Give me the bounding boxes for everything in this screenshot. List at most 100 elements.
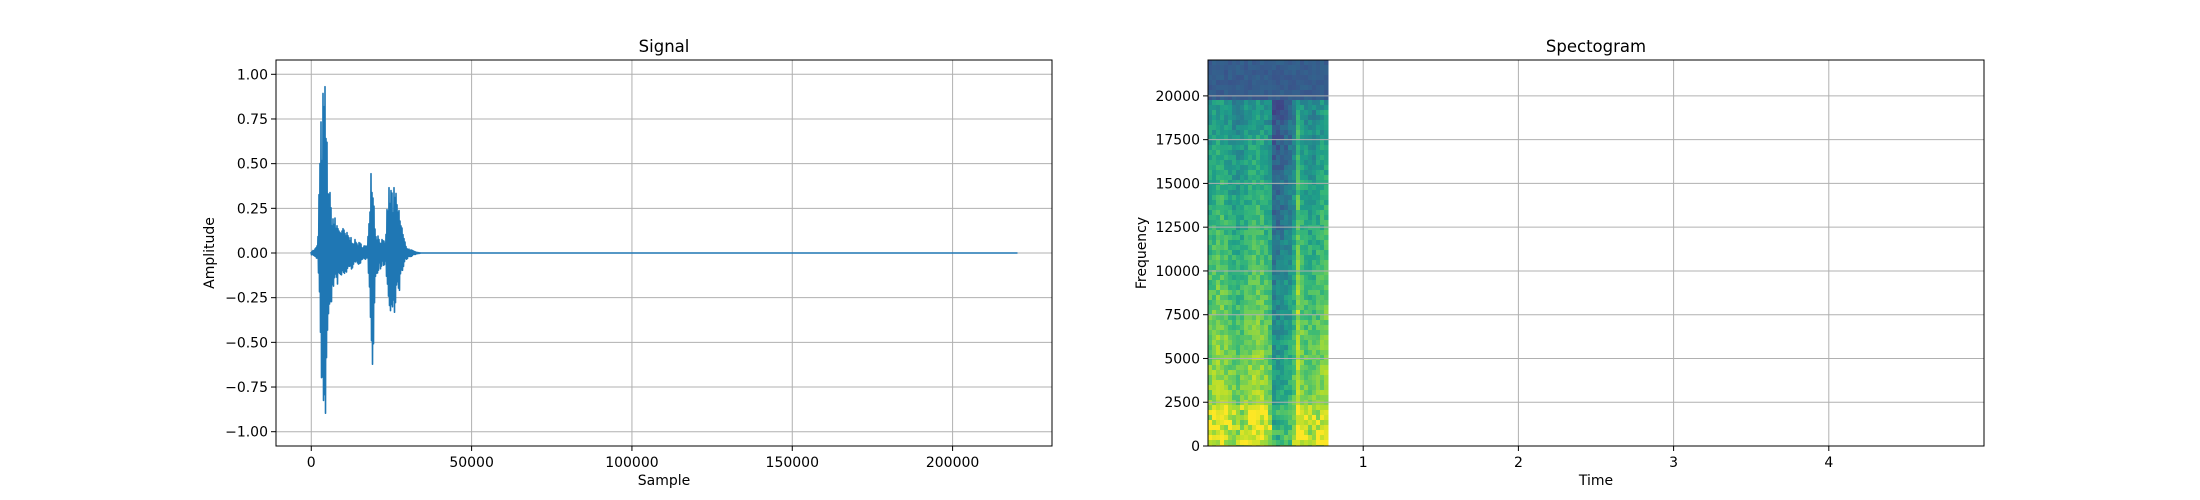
spectrogram-cell — [1212, 265, 1217, 271]
spectrogram-cell — [1252, 275, 1257, 281]
spectrogram-cell — [1304, 360, 1309, 366]
spectrogram-cell — [1280, 300, 1285, 306]
spectrogram-cell — [1240, 210, 1245, 216]
spectrogram-cell — [1256, 110, 1261, 116]
spectrogram-cell — [1300, 355, 1305, 361]
spectrogram-cell — [1280, 220, 1285, 226]
spectrogram-cell — [1256, 195, 1261, 201]
spectrogram-cell — [1256, 115, 1261, 121]
spectrogram-cell — [1232, 150, 1237, 156]
spectrogram-cell — [1304, 295, 1309, 301]
spectrogram-cell — [1224, 410, 1229, 416]
spectrogram-cell — [1228, 125, 1233, 131]
spectrogram-cell — [1304, 115, 1309, 121]
spectrogram-cell — [1320, 425, 1325, 431]
spectrogram-cell — [1296, 305, 1301, 311]
spectrogram-cell — [1240, 70, 1245, 76]
spectrogram-cell — [1264, 140, 1269, 146]
spectrogram-cell — [1268, 170, 1273, 176]
spectrogram-cell — [1272, 335, 1277, 341]
spectrogram-cell — [1304, 80, 1309, 86]
spectrogram-cell — [1296, 100, 1301, 106]
spectrogram-cell — [1276, 110, 1281, 116]
spectrogram-cell — [1316, 90, 1321, 96]
spectrogram-cell — [1312, 420, 1317, 426]
spectrogram-cell — [1320, 285, 1325, 291]
spectrogram-cell — [1280, 325, 1285, 331]
spectrogram-cell — [1296, 205, 1301, 211]
spectrogram-cell — [1236, 375, 1241, 381]
spectrogram-cell — [1256, 180, 1261, 186]
spectrogram-cell — [1296, 295, 1301, 301]
spectrogram-cell — [1284, 100, 1289, 106]
spectrogram-cell — [1304, 70, 1309, 76]
spectrogram-cell — [1212, 85, 1217, 91]
spectrogram-cell — [1268, 240, 1273, 246]
spectrogram-cell — [1296, 370, 1301, 376]
spectrogram-cell — [1316, 85, 1321, 91]
spectrogram-cell — [1312, 225, 1317, 231]
spectrogram-cell — [1272, 70, 1277, 76]
spectrogram-cell — [1228, 140, 1233, 146]
spectrogram-cell — [1268, 325, 1273, 331]
spectrogram-cell — [1212, 240, 1217, 246]
spectrogram-cell — [1284, 130, 1289, 136]
spectrogram-cell — [1212, 75, 1217, 81]
spectrogram-cell — [1232, 135, 1237, 141]
spectrogram-cell — [1288, 70, 1293, 76]
spectrogram-cell — [1308, 330, 1313, 336]
spectrogram-cell — [1260, 210, 1265, 216]
spectrogram-cell — [1284, 250, 1289, 256]
spectrogram-cell — [1272, 165, 1277, 171]
spectrogram-cell — [1208, 340, 1213, 346]
spectrogram-cell — [1320, 385, 1325, 391]
spectrogram-cell — [1256, 295, 1261, 301]
spectrogram-cell — [1236, 275, 1241, 281]
spectrogram-cell — [1212, 160, 1217, 166]
spectrogram-cell — [1232, 70, 1237, 76]
spectrogram-cell — [1236, 390, 1241, 396]
spectrogram-cell — [1216, 130, 1221, 136]
spectrogram-cell — [1236, 175, 1241, 181]
spectrogram-cell — [1284, 225, 1289, 231]
spectrogram-cell — [1252, 335, 1257, 341]
spectrogram-cell — [1228, 285, 1233, 291]
spectrogram-x-tick-label: 1 — [1359, 455, 1368, 471]
spectrogram-y-tick-label: 10000 — [1155, 264, 1200, 280]
spectrogram-cell — [1284, 380, 1289, 386]
spectrogram-cell — [1256, 395, 1261, 401]
spectrogram-x-tick-label: 4 — [1824, 455, 1833, 471]
spectrogram-cell — [1268, 300, 1273, 306]
spectrogram-cell — [1268, 375, 1273, 381]
spectrogram-cell — [1308, 105, 1313, 111]
spectrogram-cell — [1304, 285, 1309, 291]
spectrogram-cell — [1316, 295, 1321, 301]
spectrogram-cell — [1252, 95, 1257, 101]
spectrogram-cell — [1252, 310, 1257, 316]
spectrogram-cell — [1236, 220, 1241, 226]
spectrogram-cell — [1260, 300, 1265, 306]
spectrogram-cell — [1276, 160, 1281, 166]
spectrogram-cell — [1220, 265, 1225, 271]
spectrogram-cell — [1268, 420, 1273, 426]
spectrogram-cell — [1264, 80, 1269, 86]
spectrogram-cell — [1312, 60, 1317, 66]
spectrogram-cell — [1264, 430, 1269, 436]
spectrogram-cell — [1248, 110, 1253, 116]
spectrogram-cell — [1216, 395, 1221, 401]
spectrogram-cell — [1284, 400, 1289, 406]
spectrogram-cell — [1252, 210, 1257, 216]
spectrogram-cell — [1276, 65, 1281, 71]
spectrogram-cell — [1308, 345, 1313, 351]
spectrogram-cell — [1308, 145, 1313, 151]
spectrogram-cell — [1224, 315, 1229, 321]
spectrogram-cell — [1304, 400, 1309, 406]
spectrogram-cell — [1288, 430, 1293, 436]
spectrogram-cell — [1224, 85, 1229, 91]
spectrogram-cell — [1224, 180, 1229, 186]
spectrogram-cell — [1272, 270, 1277, 276]
spectrogram-cell — [1212, 405, 1217, 411]
spectrogram-cell — [1292, 380, 1297, 386]
spectrogram-cell — [1316, 365, 1321, 371]
spectrogram-cell — [1264, 380, 1269, 386]
